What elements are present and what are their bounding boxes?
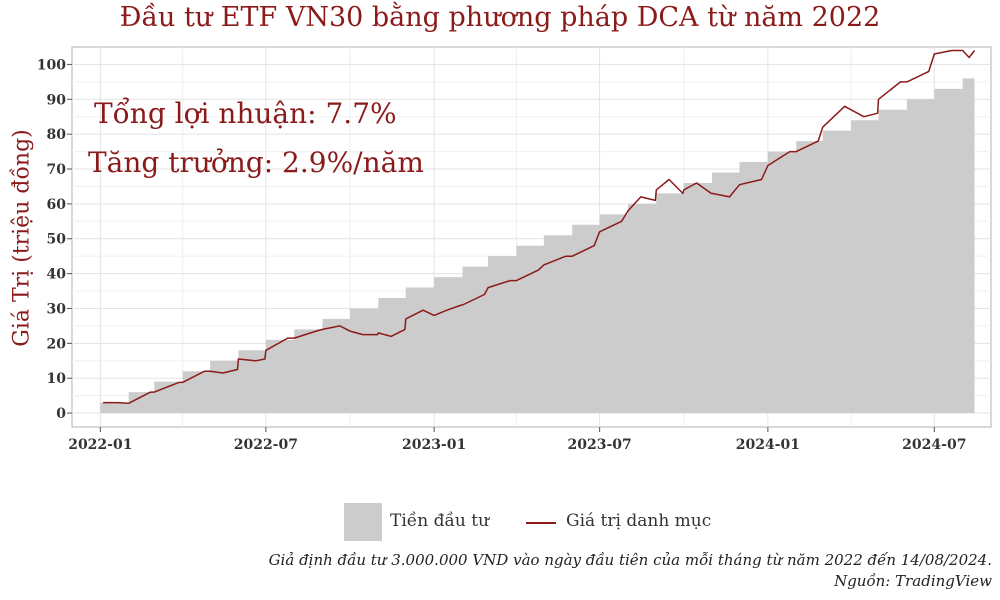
y-tick-label: 90 [47,92,67,108]
growth-stat: Tăng trưởng: 2.9%/năm [88,146,424,179]
x-tick-label: 2024-07 [902,437,966,453]
x-tick-label: 2024-01 [736,437,800,453]
y-tick-label: 40 [47,267,67,283]
legend-swatch-portfolio [526,522,556,524]
x-tick-label: 2022-07 [234,437,298,453]
legend: Tiền đầu tư Giá trị danh mục [0,503,1000,543]
invested-area [100,78,975,414]
axes: 0 10 20 30 40 50 60 70 80 90 100 2022-01 2022-07 2023… [37,57,967,453]
legend-label-invested: Tiền đầu tư [390,511,490,531]
y-tick-label: 70 [47,162,67,178]
y-tick-label: 20 [47,336,67,352]
x-tick-label: 2023-01 [402,437,466,453]
portfolio-line [103,49,976,405]
footnote-assumption: Giả định đầu tư 3.000.000 VND vào ngày đ… [268,551,992,569]
legend-swatch-invested [344,503,382,541]
y-tick-label: 0 [56,406,66,422]
profit-stat: Tổng lợi nhuận: 7.7% [94,97,397,130]
legend-label-portfolio: Giá trị danh mục [566,511,712,531]
x-tick-label: 2023-07 [567,437,631,453]
y-tick-label: 10 [47,371,67,387]
footnote-source: Nguồn: TradingView [834,572,992,590]
footnote: Giả định đầu tư 3.000.000 VND vào ngày đ… [269,550,992,592]
y-tick-label: 80 [47,127,67,143]
x-tick-label: 2022-01 [68,437,132,453]
invested-area-path [100,78,975,414]
y-tick-label: 100 [37,57,66,73]
y-tick-label: 50 [47,232,67,248]
portfolio-line-path [103,49,976,405]
chart-title: Đầu tư ETF VN30 bằng phương pháp DCA từ … [119,2,881,33]
y-tick-label: 60 [47,197,67,213]
y-tick-label: 30 [47,301,67,317]
